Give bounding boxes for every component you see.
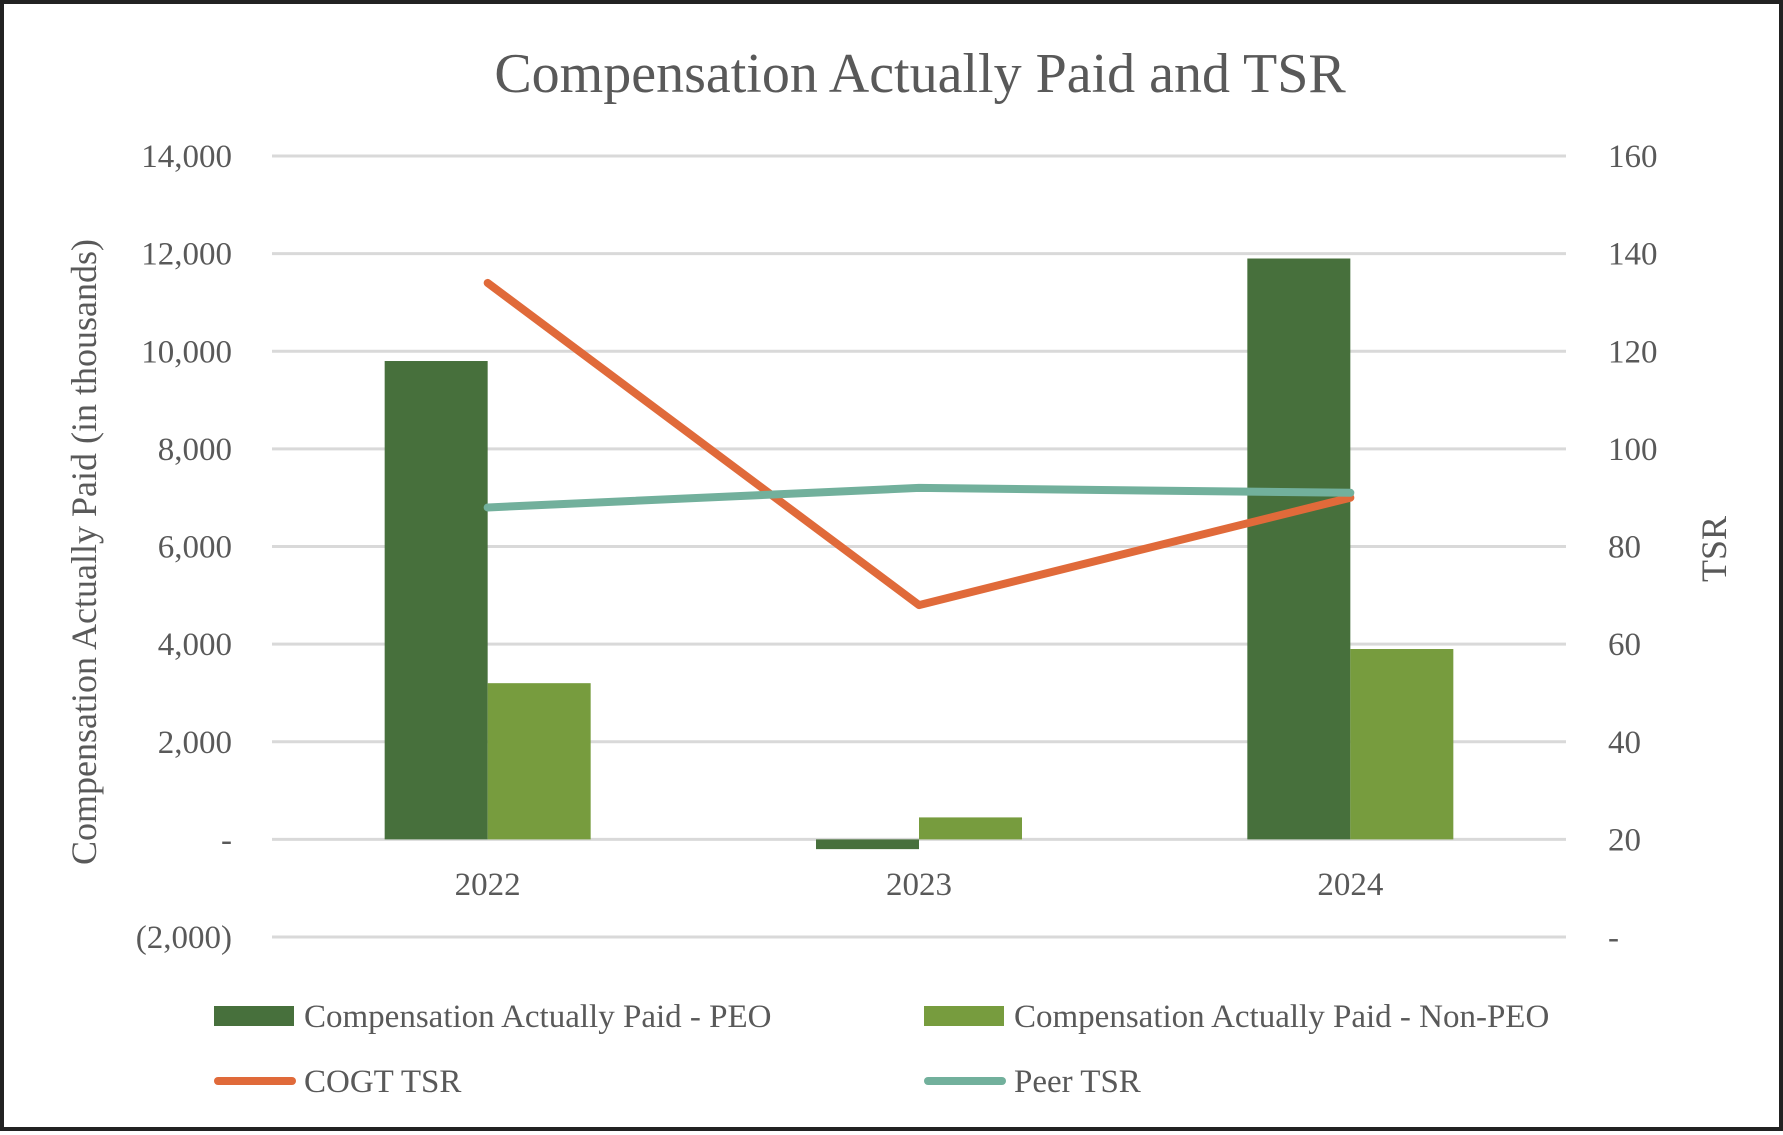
left-tick-label: 12,000	[141, 237, 232, 273]
legend-label: Compensation Actually Paid - Non-PEO	[1014, 999, 1549, 1035]
cogt-tsr-point-2023	[918, 604, 920, 607]
left-tick-label: 2,000	[158, 725, 232, 761]
bar-peo-2022	[384, 361, 488, 840]
peer-tsr-line	[483, 483, 1355, 512]
cogt-tsr-line	[483, 278, 1355, 610]
left-tick-label: 4,000	[158, 627, 232, 663]
compensation-tsr-chart: Compensation Actually Paid and TSR (2,00…	[64, 43, 1734, 1100]
category-label: 2022	[455, 867, 521, 903]
peer-tsr-point-2024	[1349, 491, 1352, 494]
right-tick-label: -	[1608, 920, 1619, 956]
cogt-tsr-point-2024	[1349, 496, 1352, 499]
bar-non-peo-2024	[1350, 649, 1454, 840]
left-tick-label: -	[221, 822, 232, 858]
category-label: 2023	[886, 867, 952, 903]
bar-peo-2024	[1247, 258, 1351, 840]
category-axis-labels: 2022 2023 2024	[455, 867, 1384, 903]
right-tick-label: 20	[1608, 822, 1641, 858]
right-tick-label: 140	[1608, 237, 1658, 273]
right-tick-label: 60	[1608, 627, 1641, 663]
legend-item: Compensation Actually Paid - PEO	[214, 999, 771, 1035]
line-series	[483, 278, 1355, 610]
bar-peo-2023	[816, 839, 919, 850]
right-axis-title: TSR	[1694, 516, 1734, 582]
left-tick-label: 8,000	[158, 432, 232, 468]
right-tick-label: 80	[1608, 530, 1641, 566]
left-axis-title: Compensation Actually Paid (in thousands…	[64, 239, 104, 865]
legend-label: COGT TSR	[304, 1064, 461, 1100]
legend: Compensation Actually Paid - PEO Compensa…	[214, 999, 1549, 1100]
legend-swatch	[924, 1006, 1004, 1026]
left-axis-ticks: (2,000) - 2,000 4,000 6,000 8,000 10,000 12,000…	[136, 139, 232, 956]
left-tick-label: 6,000	[158, 530, 232, 566]
bar-non-peo-2022	[487, 683, 591, 840]
cogt-tsr-point-2022	[486, 281, 489, 284]
right-tick-label: 40	[1608, 725, 1641, 761]
legend-item: Compensation Actually Paid - Non-PEO	[924, 999, 1549, 1035]
right-tick-label: 160	[1608, 139, 1658, 175]
category-label: 2024	[1317, 867, 1383, 903]
legend-item: Peer TSR	[924, 1064, 1141, 1100]
legend-label: Compensation Actually Paid - PEO	[304, 999, 771, 1035]
left-tick-label: 14,000	[141, 139, 232, 175]
bar-non-peo-2023	[919, 817, 1022, 840]
peer-tsr-point-2023	[918, 486, 920, 489]
left-tick-label: (2,000)	[136, 920, 232, 956]
legend-label: Peer TSR	[1014, 1064, 1141, 1100]
chart-title: Compensation Actually Paid and TSR	[494, 43, 1346, 105]
right-tick-label: 100	[1608, 432, 1658, 468]
legend-swatch	[214, 1006, 294, 1026]
left-tick-label: 10,000	[141, 334, 232, 370]
bar-series	[384, 258, 1454, 850]
right-axis-ticks: - 20 40 60 80 100 120 140 160	[1608, 139, 1658, 956]
peer-tsr-point-2022	[486, 506, 489, 509]
legend-item: COGT TSR	[214, 1064, 461, 1100]
right-tick-label: 120	[1608, 334, 1658, 370]
